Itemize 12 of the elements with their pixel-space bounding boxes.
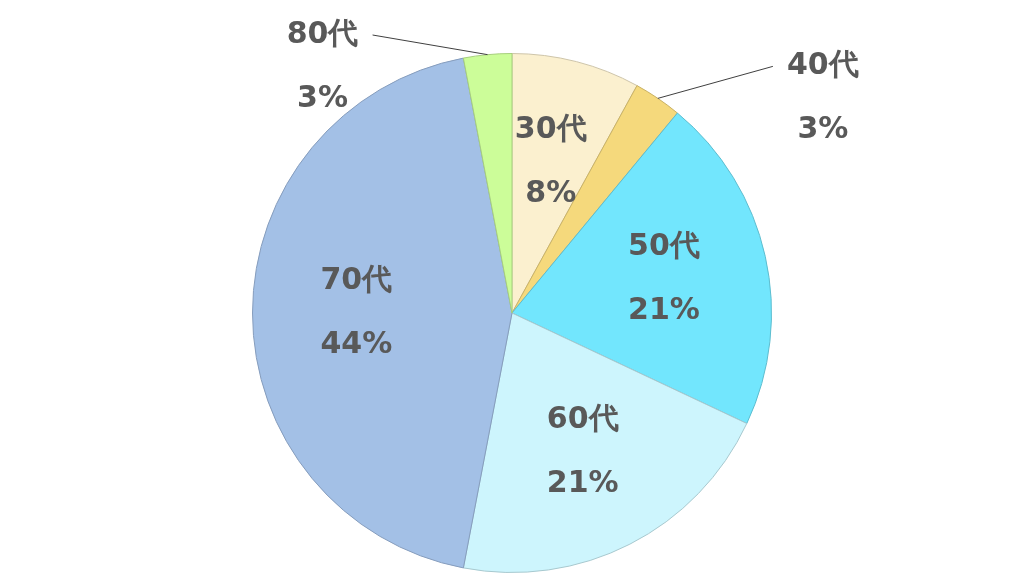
data-label: 8% bbox=[525, 173, 577, 209]
slice-label: 70代 bbox=[320, 260, 393, 296]
slice-label: 80代 bbox=[286, 14, 359, 50]
slice-label: 60代 bbox=[546, 399, 619, 435]
data-label: 3% bbox=[297, 78, 349, 114]
slice-label: 40代 bbox=[786, 46, 859, 82]
slice-label: 30代 bbox=[514, 109, 587, 145]
data-label: 21% bbox=[628, 290, 700, 326]
data-label: 3% bbox=[797, 110, 849, 146]
data-label: 21% bbox=[546, 463, 619, 499]
slice-label: 50代 bbox=[628, 226, 700, 262]
data-label: 44% bbox=[320, 324, 393, 360]
